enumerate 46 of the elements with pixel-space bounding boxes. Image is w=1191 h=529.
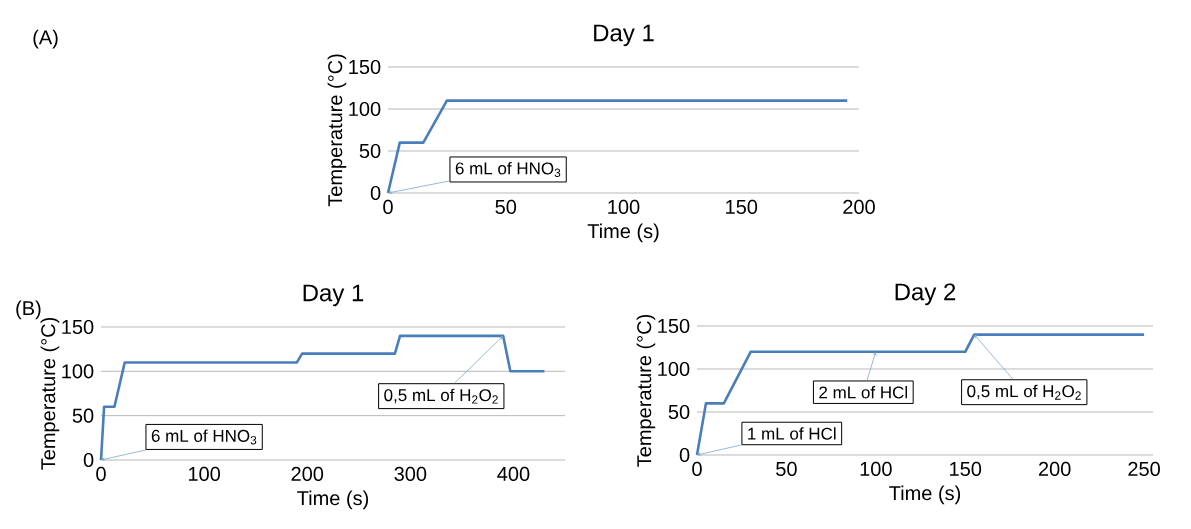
chart-title: Day 1: [594, 24, 654, 47]
line-series: [99, 334, 546, 462]
y-tick-label: 100: [658, 361, 690, 377]
y-tick-label: 50: [668, 404, 690, 420]
x-tick-label: 100: [188, 466, 221, 481]
x-tick-label: 200: [291, 466, 324, 481]
x-tick-label: 0: [96, 466, 106, 481]
x-tick-label: 50: [776, 461, 797, 476]
x-tick-label: 400: [497, 466, 530, 481]
x-axis-title: Time (s): [889, 485, 961, 505]
text: (A): [33, 29, 58, 49]
annotation: 0,5 mL of H$_{2}$O$_{2}$: [967, 384, 1081, 400]
x-tick-label: 200: [843, 199, 875, 215]
annotation: 6 mL of HNO$_{3}$: [455, 161, 561, 177]
y-tick-label: 150: [658, 318, 690, 334]
x-tick-label: 150: [950, 461, 982, 476]
chart-title: Day 1: [303, 284, 364, 307]
x-tick-label: 0: [692, 461, 702, 476]
x-axis-title: Time (s): [587, 223, 659, 243]
y-tick-label: 100: [62, 364, 94, 379]
x-tick-label: 250: [1128, 461, 1160, 476]
annotation: 1 mL of HCl: [748, 427, 836, 440]
y-axis-title: Temperature (°C): [636, 314, 656, 467]
y-tick-label: 100: [349, 101, 381, 117]
annotation: 6 mL of HNO$_{3}$: [151, 429, 257, 445]
x-axis-title: Time (s): [297, 490, 369, 510]
chart-title: Day 2: [895, 283, 956, 306]
line-series: [695, 333, 1146, 457]
y-tick-label: 150: [62, 319, 94, 335]
annotation: 0,5 mL of H$_{2}$O$_{2}$: [384, 388, 498, 404]
x-tick-label: 150: [726, 199, 758, 215]
x-tick-label: 100: [860, 461, 892, 476]
x-tick-label: 50: [495, 199, 517, 215]
x-tick-label: 300: [394, 466, 427, 481]
text: (B): [16, 300, 41, 320]
y-tick-label: 0: [679, 447, 690, 463]
y-tick-label: 50: [72, 408, 94, 423]
annotation: 2 mL of HCl: [819, 385, 908, 399]
y-tick-label: 0: [370, 185, 381, 201]
x-tick-label: 0: [383, 199, 393, 215]
y-tick-label: 50: [359, 143, 381, 159]
x-tick-label: 100: [608, 199, 640, 215]
x-tick-label: 200: [1038, 461, 1071, 476]
y-tick-label: 150: [349, 59, 381, 75]
y-axis-title: Temperature (°C): [40, 317, 60, 470]
y-axis-title: Temperature (°C): [327, 54, 347, 207]
